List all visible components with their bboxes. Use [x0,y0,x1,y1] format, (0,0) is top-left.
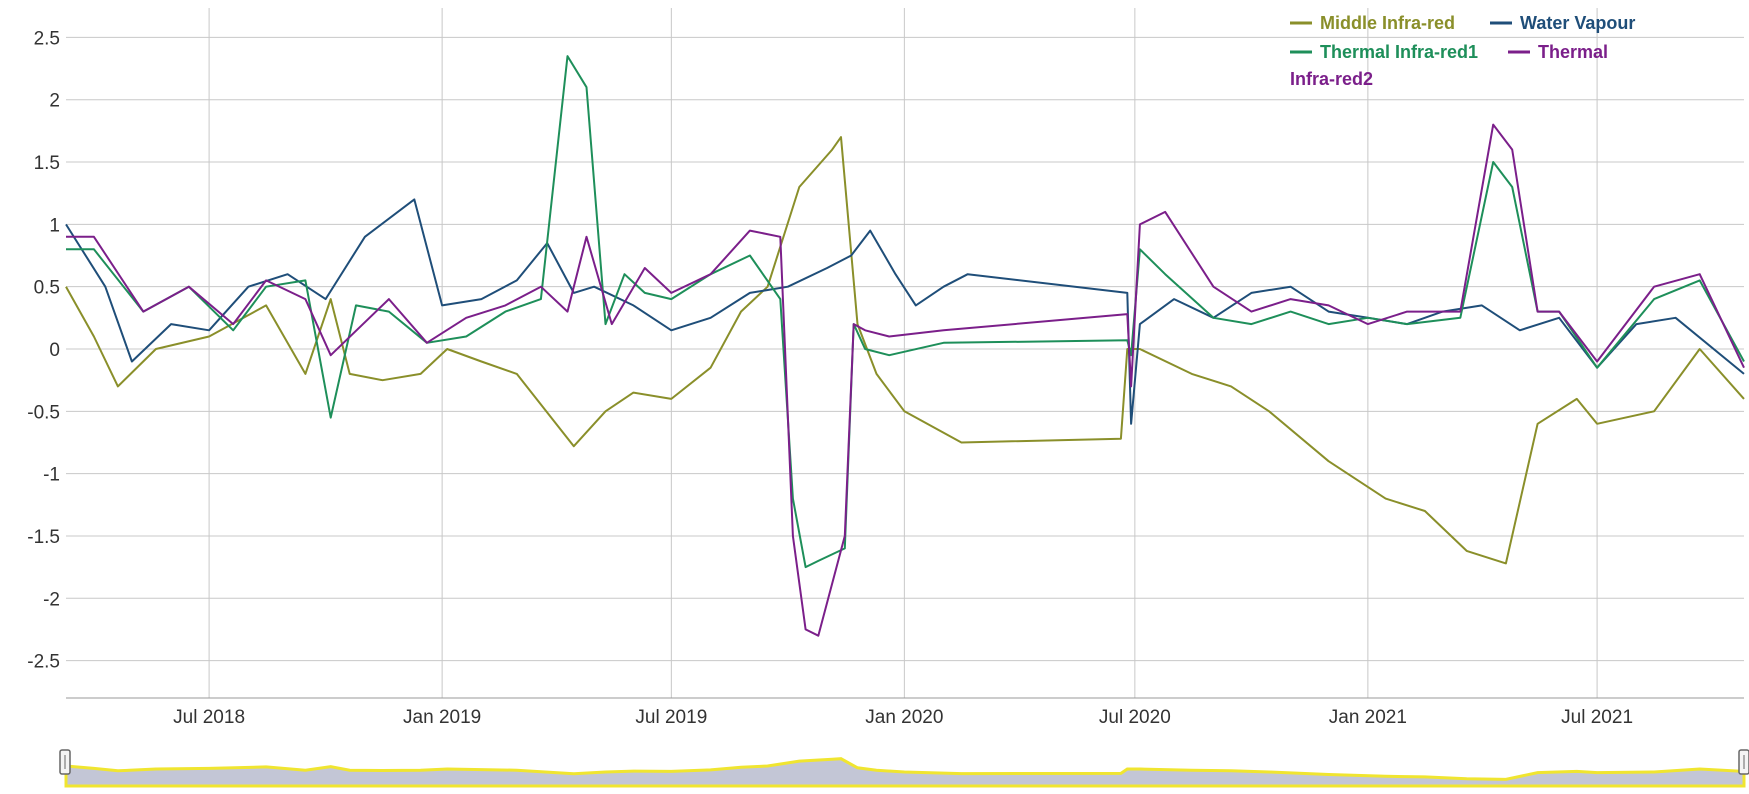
navigator-area [64,757,1746,788]
series-layer [65,55,1745,637]
y-tick-label: 1.5 [34,153,60,174]
y-tick-label: 0 [49,340,60,361]
y-tick-label: -2.5 [27,652,60,673]
legend-label-thermal[interactable]: Thermal [1538,42,1608,62]
x-tick-label: Jan 2021 [1329,707,1407,728]
x-tick-label: Jul 2020 [1099,707,1171,728]
y-tick-label: 1 [49,215,60,236]
x-tick-label: Jul 2019 [635,707,707,728]
x-tick-label: Jan 2020 [865,707,943,728]
legend-label-water-vapour[interactable]: Water Vapour [1520,13,1635,33]
series-line-middle-infra-red[interactable] [65,136,1745,565]
axis-layer: 2.5 2 1.5 1 0.5 0 -0.5 -1 -1.5 -2 -2.5 Jul 2018 Jan … [27,28,1744,728]
x-tick-label: Jan 2019 [403,707,481,728]
navigator[interactable] [59,740,1749,789]
series-line-water-vapour[interactable] [65,198,1745,425]
legend-label-thermal-infra-red1[interactable]: Thermal Infra-red1 [1320,42,1478,62]
y-tick-label: 0.5 [34,278,60,299]
legend[interactable]: Middle Infra-red Water Vapour Thermal In… [1290,13,1635,89]
y-tick-label: 2.5 [34,28,60,49]
x-tick-label: Jul 2021 [1561,707,1633,728]
y-tick-label: -2 [43,589,60,610]
y-tick-label: -1 [43,465,60,486]
x-tick-label: Jul 2018 [173,707,245,728]
legend-label-middle-infra-red[interactable]: Middle Infra-red [1320,13,1455,33]
y-tick-label: 2 [49,91,60,112]
legend-label-infra-red2[interactable]: Infra-red2 [1290,69,1373,89]
y-tick-label: -0.5 [27,402,60,423]
series-line-thermal-infra-red1[interactable] [66,55,1745,569]
series-line-thermal-infra-red2[interactable] [66,123,1745,637]
y-tick-label: -1.5 [27,527,60,548]
grid-layer [66,8,1744,698]
